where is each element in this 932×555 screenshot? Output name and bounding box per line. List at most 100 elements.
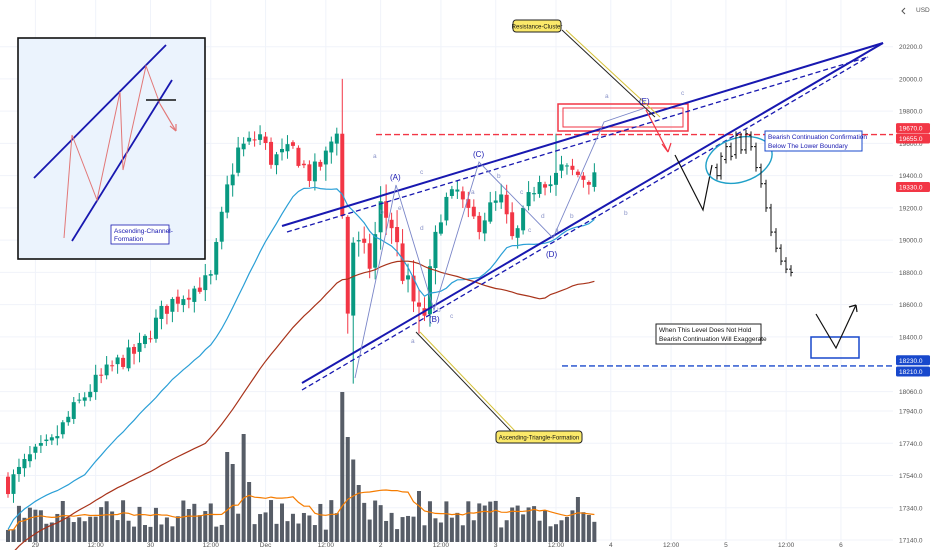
volume-bar	[307, 515, 312, 542]
volume-bar	[280, 503, 284, 542]
candle-body	[548, 184, 553, 187]
ascending-triangle-label-bg	[495, 430, 583, 444]
volume-bar	[438, 522, 443, 542]
volume-bar	[340, 392, 345, 542]
inset-price-path	[63, 64, 161, 239]
time-tick-label: 12:00	[548, 542, 565, 549]
level-hold-box	[655, 323, 762, 345]
confirmation-text-1: Bearish Continuation Confirmation	[768, 134, 867, 141]
volume-bar	[334, 513, 339, 542]
candle-body	[515, 228, 520, 238]
candle	[438, 214, 443, 236]
price-badge-bg	[896, 366, 930, 377]
resistance-box-inner	[562, 107, 684, 128]
candle-body	[537, 182, 542, 194]
price-tick-label: 18800.0	[899, 270, 923, 277]
candle-body	[258, 134, 263, 140]
volume-bar	[488, 501, 493, 542]
bearish-arrow-head	[661, 142, 672, 153]
candle-body	[329, 141, 334, 153]
level-hold-text-1: When This Level Does Not Hold	[659, 327, 752, 334]
candle-body	[66, 416, 71, 423]
volume-bar	[27, 507, 32, 542]
candle	[11, 469, 16, 503]
time-tick-label: Dec	[260, 542, 272, 549]
candle-body	[482, 220, 487, 234]
candle	[592, 163, 597, 192]
candle	[225, 175, 230, 219]
projection-path	[674, 154, 713, 212]
resistance-callout-line	[561, 29, 656, 118]
volume-bar	[77, 517, 82, 542]
candle	[488, 191, 493, 224]
inset-frame	[17, 37, 206, 260]
candle-body	[104, 364, 109, 376]
price-badge-bg	[896, 355, 930, 366]
volume-bar	[554, 524, 558, 542]
volume-bar	[427, 501, 432, 542]
candle-body	[22, 459, 27, 469]
candle-body	[323, 150, 328, 165]
candle-body	[186, 297, 191, 300]
candle-body	[274, 154, 279, 166]
time-tick-label: 3	[494, 542, 498, 549]
volume-bar	[575, 497, 580, 542]
candle-body	[203, 275, 208, 291]
support-projection-head	[848, 304, 858, 313]
candle-body	[406, 275, 411, 280]
wave-label: (B)	[429, 315, 440, 324]
volume-bar	[493, 500, 498, 542]
volume-bar	[132, 526, 137, 542]
price-tick-label: 17740.0	[899, 441, 923, 448]
candle-body	[488, 202, 493, 222]
candle	[493, 191, 498, 211]
candle-body	[477, 215, 482, 233]
candle	[477, 212, 482, 240]
candle	[82, 392, 87, 407]
inset-label-1: Ascending-Channel-	[114, 228, 173, 235]
candle-body	[455, 189, 460, 192]
candle	[400, 229, 405, 285]
candle	[345, 215, 350, 334]
candle	[104, 356, 109, 380]
resistance-callout-line-fill	[565, 29, 661, 118]
candle-body	[192, 288, 197, 302]
candle	[389, 212, 394, 244]
wave-label: (E)	[639, 97, 650, 106]
candle-body	[88, 391, 93, 398]
resistance-cluster-label-bg	[512, 19, 562, 33]
candle-body	[389, 219, 394, 229]
candle-body	[11, 474, 16, 494]
candle-body	[427, 266, 432, 315]
volume-bar	[389, 512, 394, 542]
candle	[269, 137, 274, 169]
confirmation-text-2: Below The Lower Boundary	[768, 143, 848, 150]
candle-body	[236, 147, 241, 173]
volume-bar	[115, 520, 120, 542]
candle-body	[559, 164, 564, 171]
price-badge-label: 19655.0	[899, 136, 923, 143]
price-badge-label: 18230.0	[899, 358, 923, 365]
wave-path	[354, 107, 646, 379]
candle	[203, 263, 208, 302]
bearish-arrow	[645, 109, 669, 153]
subwave-label: b	[570, 213, 574, 220]
volume-bar	[543, 510, 548, 542]
candle-body	[252, 139, 257, 141]
candle-body	[296, 147, 301, 166]
support-box	[810, 336, 860, 359]
candle	[559, 155, 564, 179]
volume-bar	[515, 505, 520, 542]
volume-bar	[22, 517, 27, 542]
volume-bar	[581, 512, 586, 542]
candle	[181, 295, 186, 313]
candle-body	[55, 436, 60, 439]
candle	[526, 181, 531, 211]
volume-bar	[444, 501, 449, 542]
candle	[258, 125, 263, 146]
time-tick-label: 29	[32, 542, 40, 549]
candle-body	[159, 305, 164, 319]
price-badge-label: 18210.0	[899, 369, 923, 376]
subwave-label: a	[605, 93, 609, 100]
